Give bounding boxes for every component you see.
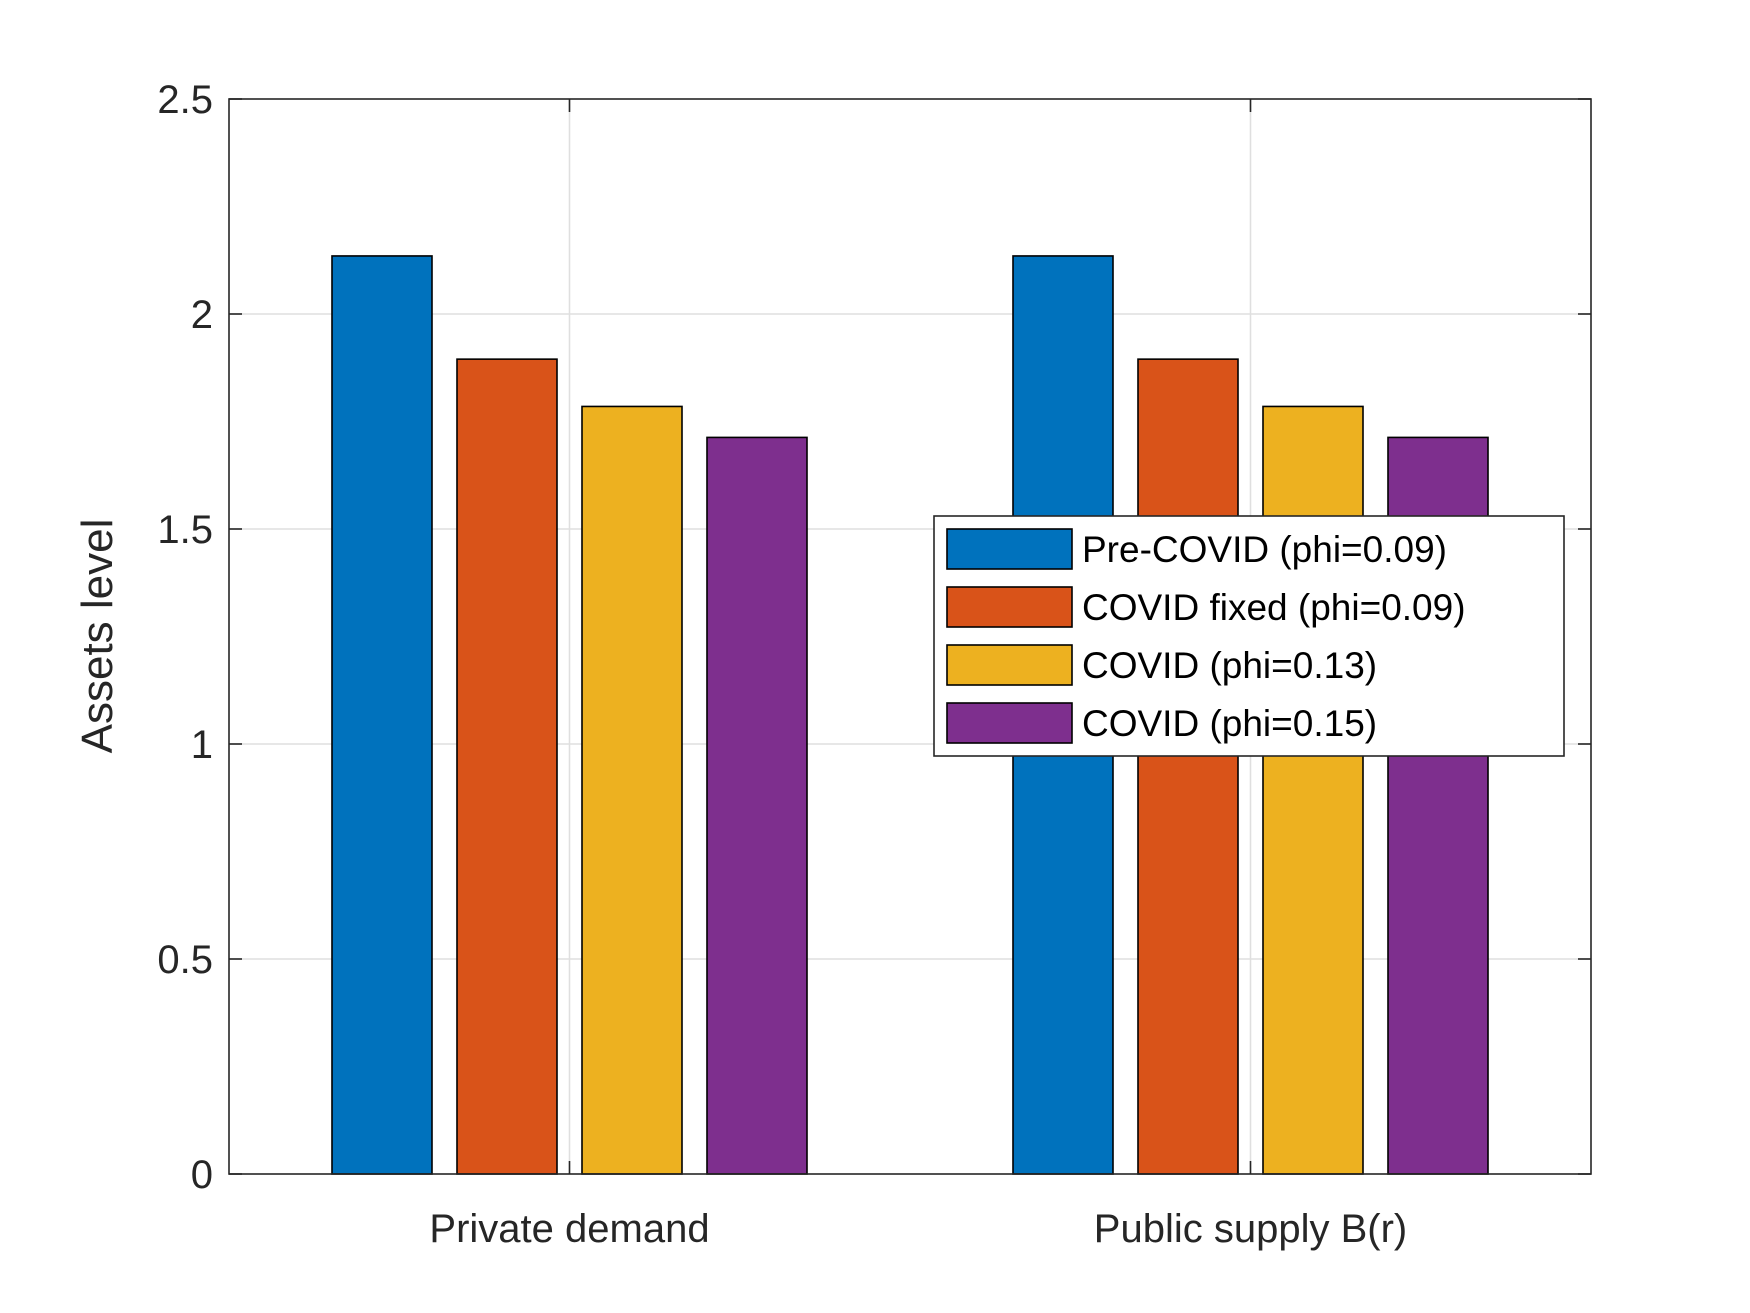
y-tick-label: 1 <box>191 723 213 767</box>
x-tick-labels: Private demand Public supply B(r) <box>429 1207 1407 1251</box>
legend-entry-label: COVID (phi=0.13) <box>1082 645 1377 686</box>
bar <box>331 255 433 1175</box>
legend-entry-label: COVID (phi=0.15) <box>1082 703 1377 744</box>
legend-swatch <box>946 644 1073 686</box>
bar <box>706 436 808 1175</box>
bar <box>581 405 683 1175</box>
bars <box>331 255 1489 1175</box>
legend-swatch <box>946 586 1073 628</box>
legend-swatch <box>946 702 1073 744</box>
y-tick-label: 0 <box>191 1153 213 1197</box>
x-tick-label: Public supply B(r) <box>1094 1207 1407 1251</box>
x-tick-label: Private demand <box>429 1207 709 1251</box>
legend[interactable]: Pre-COVID (phi=0.09) COVID fixed (phi=0.0… <box>933 515 1565 757</box>
plot-frame <box>228 98 1592 1175</box>
legend-entry-label: Pre-COVID (phi=0.09) <box>1082 529 1447 570</box>
y-tick-labels: 0 0.5 1 1.5 2 2.5 <box>157 78 213 1197</box>
legend-swatch <box>946 528 1073 570</box>
legend-entry-label: COVID fixed (phi=0.09) <box>1082 587 1466 628</box>
y-tick-label: 1.5 <box>157 508 213 552</box>
bar <box>1137 358 1239 1175</box>
y-tick-label: 2 <box>191 293 213 337</box>
y-tick-label: 2.5 <box>157 78 213 122</box>
bar <box>456 358 558 1175</box>
y-axis-title: Assets level <box>73 519 122 754</box>
y-tick-label: 0.5 <box>157 938 213 982</box>
axis-ticks <box>229 98 1591 1175</box>
